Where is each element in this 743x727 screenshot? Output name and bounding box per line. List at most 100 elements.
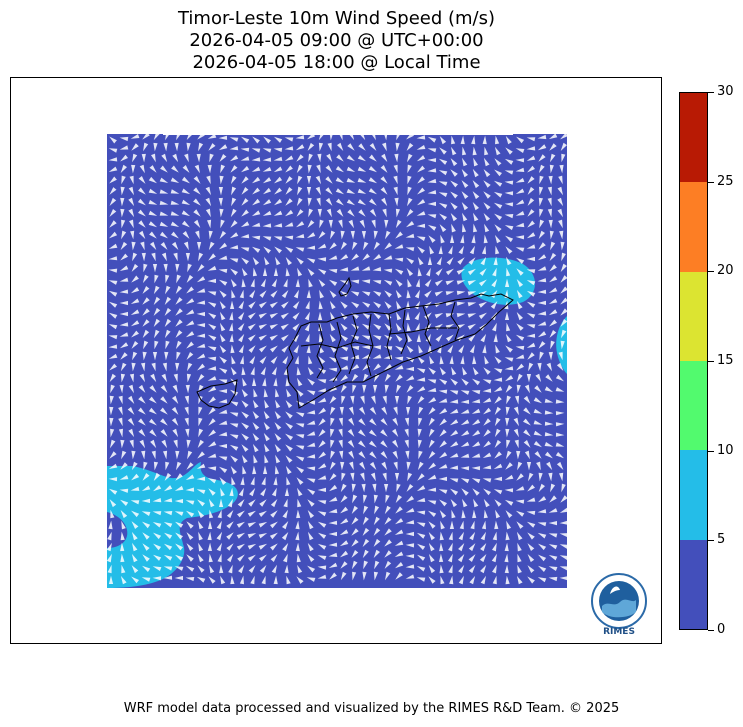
wind-arrow [184, 417, 189, 427]
wind-arrow [181, 199, 191, 205]
wind-arrow [317, 379, 327, 384]
wind-arrow [216, 520, 222, 530]
wind-arrow [516, 450, 521, 460]
wind-arrow [534, 385, 542, 393]
wind-arrow [109, 187, 117, 195]
wind-arrow [273, 147, 283, 152]
wind-arrow [407, 153, 413, 163]
wind-arrow [230, 366, 237, 376]
wind-arrow [558, 175, 563, 185]
wind-arrow [328, 508, 338, 514]
wind-arrow [516, 575, 523, 585]
wind-arrow [325, 197, 333, 206]
wind-arrow [369, 418, 377, 426]
wind-arrow [108, 312, 118, 319]
wind-arrow [260, 278, 266, 288]
wind-arrow [153, 296, 161, 305]
wind-arrow [481, 520, 486, 530]
wind-arrow [218, 379, 228, 384]
wind-arrow [483, 429, 491, 437]
wind-arrow [275, 388, 280, 398]
wind-arrow [258, 324, 268, 330]
wind-arrow [296, 477, 304, 485]
wind-arrow [473, 498, 479, 508]
wind-arrow [284, 222, 294, 227]
wind-arrow [152, 511, 162, 516]
domain-corner-notch [163, 133, 513, 135]
wind-arrow [406, 221, 415, 228]
wind-arrow [513, 406, 519, 416]
wind-arrow [537, 144, 547, 151]
wind-arrow [315, 186, 321, 196]
wind-arrow [230, 466, 237, 475]
wind-arrow [207, 531, 212, 541]
wind-arrow [449, 575, 454, 585]
wind-arrow [385, 494, 390, 504]
wind-arrow [395, 322, 402, 332]
wind-arrow [405, 375, 415, 381]
wind-arrow [458, 575, 464, 585]
wind-arrow [549, 319, 557, 327]
wind-arrow [270, 290, 278, 298]
wind-arrow [504, 488, 514, 493]
wind-arrow [339, 540, 349, 547]
wind-arrow [305, 333, 310, 343]
wind-arrow [428, 532, 435, 541]
wind-arrow [440, 234, 445, 244]
wind-arrow [505, 384, 513, 393]
wind-arrow [548, 533, 558, 538]
wind-arrow [231, 186, 237, 196]
wind-arrow [273, 156, 283, 161]
wind-arrow [286, 575, 291, 585]
wind-arrow [107, 553, 112, 563]
wind-arrow [340, 374, 348, 382]
wind-arrow [161, 153, 168, 163]
wind-arrow [547, 208, 552, 218]
wind-arrow [328, 496, 338, 502]
wind-arrow [226, 521, 234, 529]
wind-arrow [428, 407, 436, 415]
wind-arrow [544, 410, 554, 415]
wind-arrow [219, 498, 224, 507]
wind-arrow [239, 355, 244, 365]
wind-arrow [357, 155, 366, 162]
colorbar-tick [708, 92, 714, 93]
wind-arrow [492, 564, 497, 574]
wind-arrow [218, 268, 228, 273]
wind-arrow [449, 408, 459, 414]
wind-arrow [394, 345, 404, 352]
wind-arrow [473, 157, 478, 167]
wind-arrow [297, 377, 303, 387]
wind-arrow [308, 355, 313, 365]
wind-arrow [513, 428, 519, 438]
wind-arrow [427, 190, 437, 195]
wind-arrow [241, 198, 249, 206]
colorbar-tick-label: 15 [717, 353, 734, 368]
wind-arrow [370, 472, 376, 482]
wind-arrow [439, 367, 446, 376]
wind-arrow [371, 219, 376, 229]
wind-arrow [527, 532, 535, 540]
wind-arrow [405, 300, 410, 309]
wind-arrow [132, 542, 138, 552]
wind-arrow [348, 134, 355, 141]
wind-arrow [407, 164, 412, 174]
wind-arrow [460, 453, 470, 458]
wind-arrow [248, 345, 256, 353]
wind-arrow [262, 177, 272, 184]
wind-arrow [240, 476, 245, 486]
boundary-interior-7 [422, 305, 432, 347]
wind-arrow [482, 388, 492, 393]
wind-arrow [483, 509, 488, 519]
wind-arrow [142, 308, 150, 316]
wind-arrow [517, 553, 522, 563]
wind-arrow [373, 385, 378, 394]
wind-arrow [198, 252, 204, 262]
wind-arrow [109, 220, 117, 228]
wind-arrow [544, 432, 554, 437]
wind-arrow [384, 301, 392, 309]
wind-arrow [428, 576, 436, 584]
wind-arrow [516, 268, 524, 276]
wind-arrow [229, 333, 234, 343]
wind-arrow [435, 268, 443, 276]
